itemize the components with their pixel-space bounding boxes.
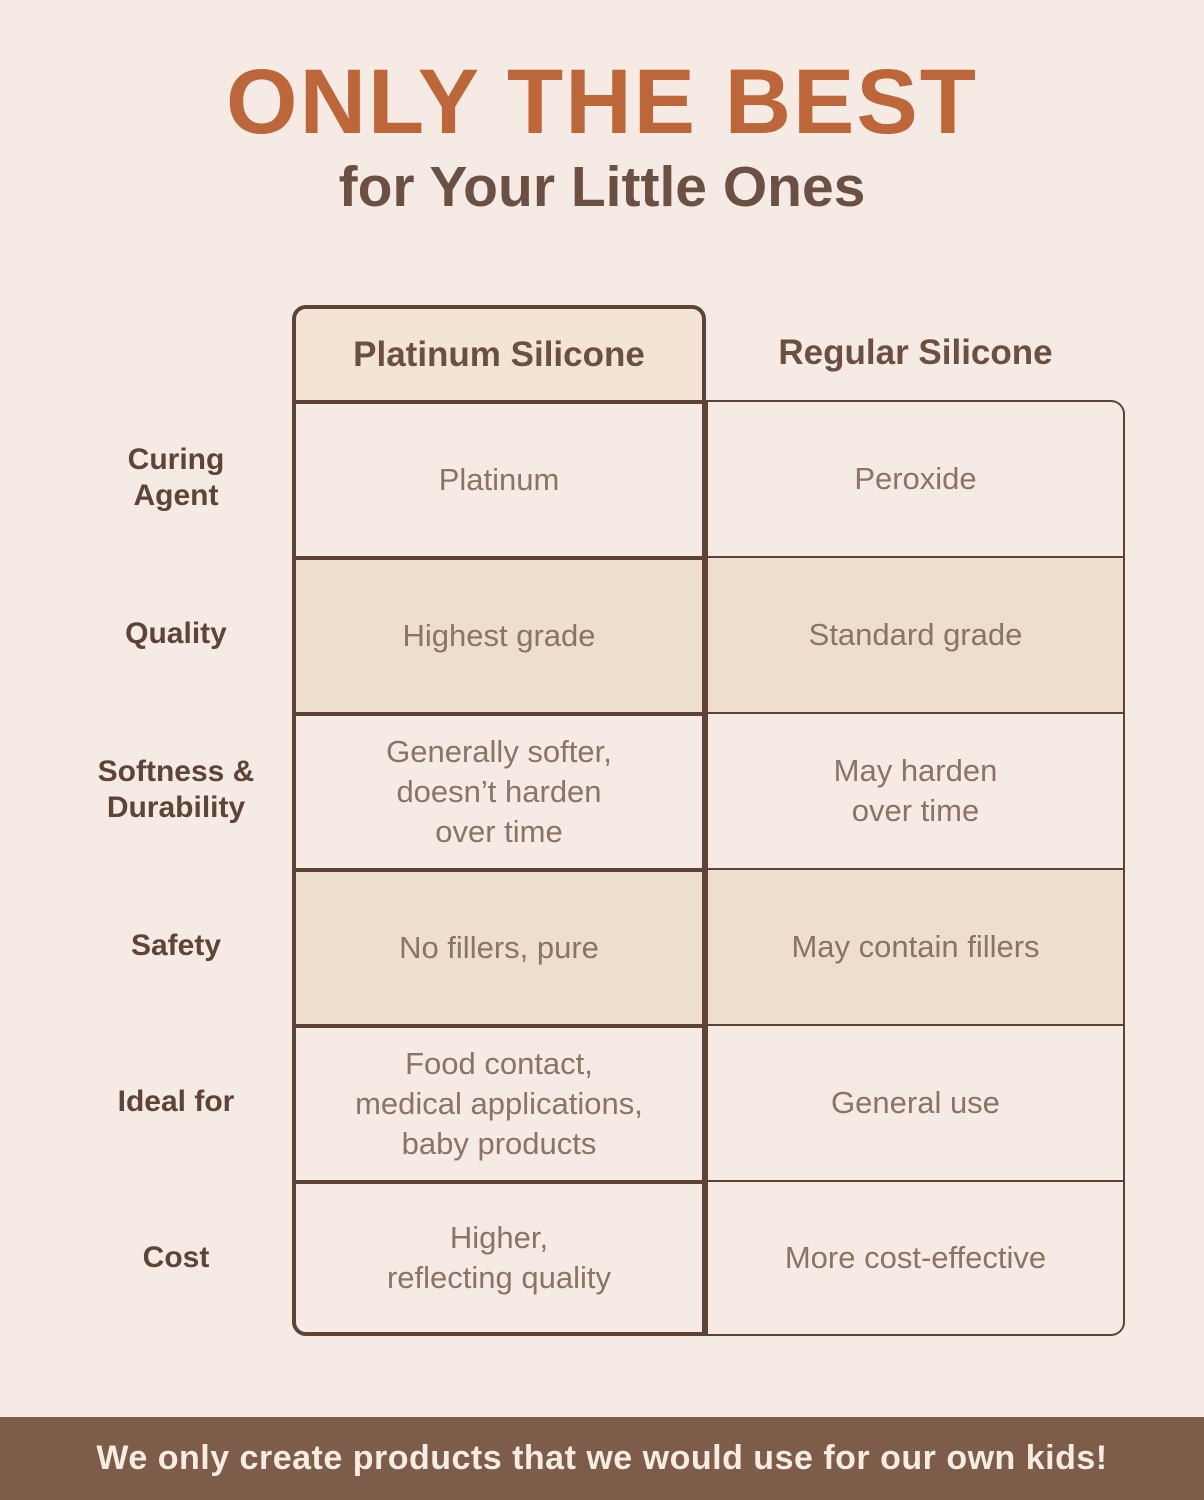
cell-regular-safety: May contain fillers <box>706 868 1125 1024</box>
cell-platinum-quality: Highest grade <box>292 556 706 712</box>
page-title: ONLY THE BEST <box>226 51 978 153</box>
cell-platinum-cost: Higher, reflecting quality <box>292 1180 706 1336</box>
row-label-quality: Quality <box>125 617 227 650</box>
page-subtitle: for Your Little Ones <box>338 155 866 219</box>
column-header-regular: Regular Silicone <box>778 332 1053 372</box>
footer-text: We only create products that we would us… <box>96 1439 1108 1477</box>
comparison-table: Platinum Silicone Regular Silicone Curin… <box>60 305 1125 1336</box>
row-label-ideal-for: Ideal for <box>117 1085 235 1118</box>
cell-platinum-safety: No fillers, pure <box>292 868 706 1024</box>
cell-platinum-curing-agent: Platinum <box>292 400 706 556</box>
cell-regular-cost: More cost-effective <box>706 1180 1125 1336</box>
footer-banner: We only create products that we would us… <box>0 1417 1204 1500</box>
cell-regular-softness-durability: May harden over time <box>706 712 1125 868</box>
table-header-row: Platinum Silicone Regular Silicone <box>60 305 1125 404</box>
row-label-softness-durability: Softness & Durability <box>97 755 255 824</box>
cell-regular-quality: Standard grade <box>706 556 1125 712</box>
row-label-cost: Cost <box>142 1241 210 1274</box>
cell-regular-ideal-for: General use <box>706 1024 1125 1180</box>
row-label-safety: Safety <box>130 929 222 962</box>
cell-regular-curing-agent: Peroxide <box>706 400 1125 556</box>
cell-platinum-softness-durability: Generally softer, doesn’t harden over ti… <box>292 712 706 868</box>
row-label-curing-agent: Curing Agent <box>127 443 225 512</box>
table-body: Curing Agent Platinum Peroxide Quality H… <box>60 400 1125 1336</box>
column-header-platinum: Platinum Silicone <box>292 305 706 404</box>
cell-platinum-ideal-for: Food contact, medical applications, baby… <box>292 1024 706 1180</box>
title-block: ONLY THE BEST for Your Little Ones <box>0 0 1204 218</box>
